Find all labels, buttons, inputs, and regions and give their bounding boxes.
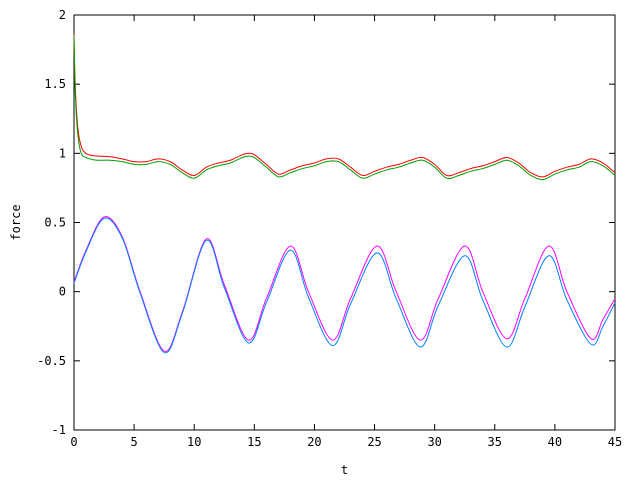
x-tick-label: 45 (608, 435, 622, 449)
y-tick-label: -1 (52, 423, 66, 437)
plot-frame (73, 14, 616, 431)
x-tick-label: 30 (427, 435, 441, 449)
y-tick-label: 1.5 (44, 77, 66, 91)
x-tick-label: 40 (548, 435, 562, 449)
x-tick-label: 15 (247, 435, 261, 449)
x-tick-label: 35 (488, 435, 502, 449)
series-group (73, 34, 616, 354)
x-tick-label: 25 (367, 435, 381, 449)
y-axis-title: force (9, 204, 23, 240)
y-tick-label: 2 (59, 8, 66, 22)
y-tick-label: 1 (59, 146, 66, 160)
x-tick-label: 5 (130, 435, 137, 449)
x-tick-label: 20 (307, 435, 321, 449)
axis-ticks: 0 5 10 15 20 25 30 35 40 45 -1 -0.5 0 0.5 1 1.5 2 (37, 8, 622, 449)
x-axis-title: t (341, 463, 348, 477)
y-tick-label: 0 (59, 285, 66, 299)
series-blue-line (73, 217, 616, 354)
x-tick-label: 10 (187, 435, 201, 449)
series-red-line (73, 34, 616, 178)
y-tick-label: -0.5 (37, 354, 66, 368)
series-green-line (73, 35, 616, 181)
y-tick-label: 0.5 (44, 216, 66, 230)
x-tick-label: 0 (70, 435, 77, 449)
